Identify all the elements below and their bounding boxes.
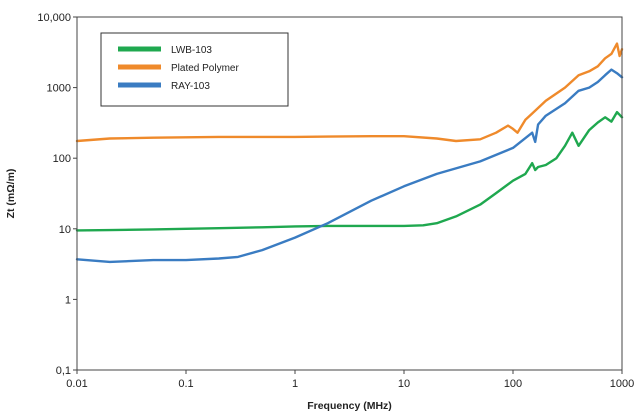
x-tick-label: 100 [504,378,522,390]
y-tick-label: 10 [59,224,71,236]
y-axis-label: Zt (mΩ/m) [5,169,17,219]
y-axis-ticks: 0,1 1 10 100 1000 10,000 [37,12,77,377]
y-tick-label: 1000 [47,83,71,95]
plot-frame [76,16,623,371]
x-tick-label: 1000 [610,378,634,390]
series-line-lwb-103 [75,110,624,232]
x-tick-label: 1 [292,378,298,390]
series-line-plated-polymer [75,42,624,143]
x-tick-label: 0.01 [66,378,87,390]
series-line-ray-103 [75,68,624,264]
y-tick-label: 10,000 [37,12,71,24]
x-axis-ticks: 0.01 0.1 1 10 100 1000 [66,370,634,390]
x-tick-label: 10 [398,378,410,390]
x-tick-label: 0.1 [178,378,193,390]
legend-label: Plated Polymer [171,63,239,74]
legend-items: LWB-103 Plated Polymer RAY-103 [118,45,239,92]
y-tick-label: 100 [53,153,71,165]
x-axis-label: Frequency (MHz) [307,400,392,412]
legend-label: RAY-103 [171,81,210,92]
legend-label: LWB-103 [171,45,212,56]
legend: LWB-103 Plated Polymer RAY-103 [100,32,289,107]
series-layer [75,42,624,264]
y-tick-label: 1 [65,294,71,306]
y-tick-label: 0,1 [56,365,71,377]
